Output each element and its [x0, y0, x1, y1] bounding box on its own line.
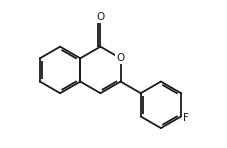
Text: F: F — [182, 113, 188, 123]
Text: O: O — [116, 53, 124, 63]
Text: O: O — [96, 12, 104, 22]
